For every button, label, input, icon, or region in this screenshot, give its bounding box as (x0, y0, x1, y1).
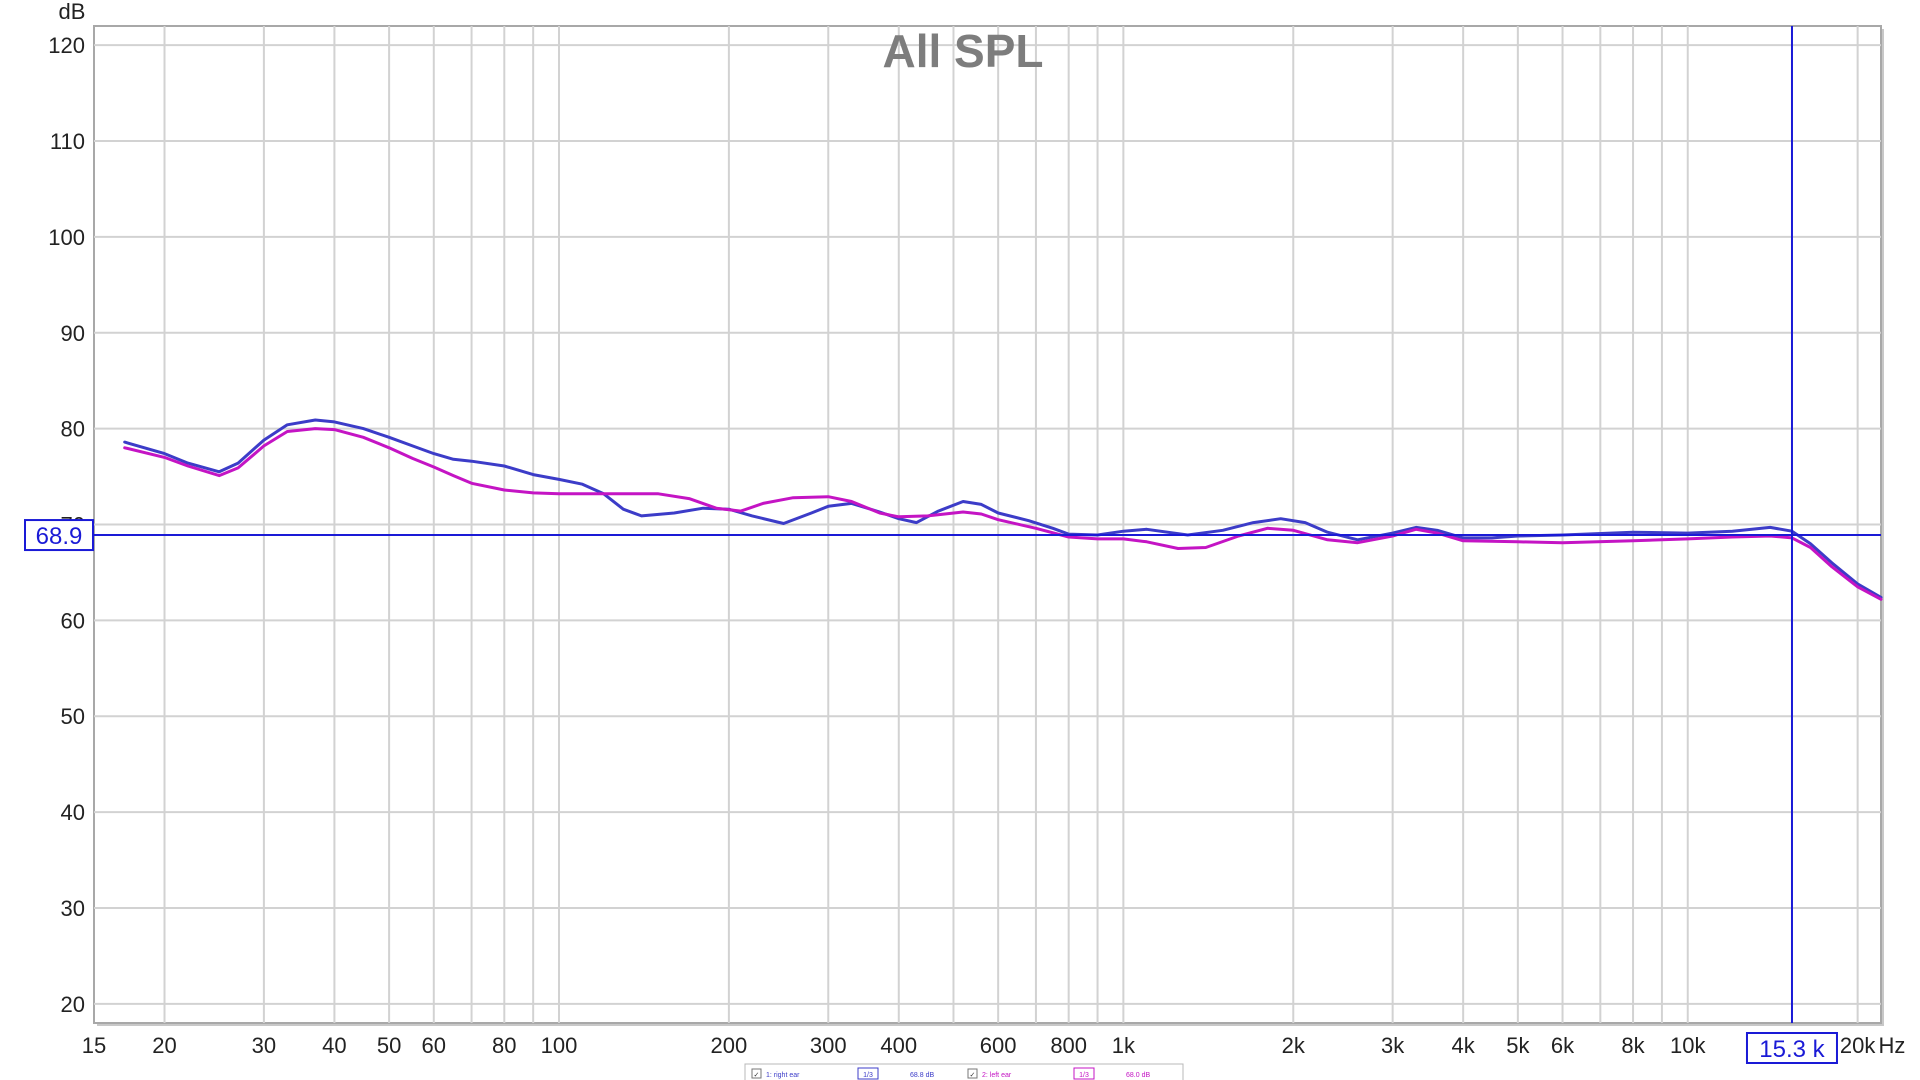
series-group (123, 418, 1883, 601)
check-icon: ✓ (754, 1072, 760, 1079)
x-tick-label: 3k (1381, 1033, 1405, 1058)
x-tick-label: 60 (422, 1033, 446, 1058)
x-tick-label: 300 (810, 1033, 847, 1058)
series-line-2 (123, 427, 1883, 601)
x-axis-unit: Hz (1879, 1033, 1906, 1058)
legend-smoothing-box[interactable] (1073, 1067, 1095, 1080)
x-tick-label: 20k (1840, 1033, 1876, 1058)
x-tick-label: 20 (152, 1033, 176, 1058)
legend-series-name: 1: right ear (766, 1072, 800, 1079)
check-icon: ✓ (970, 1072, 976, 1079)
y-tick-label: 20 (61, 992, 85, 1017)
legend-smoothing: 1/3 (863, 1072, 873, 1079)
y-tick-label: 120 (48, 33, 85, 58)
legend-smoothing: 1/3 (1079, 1072, 1089, 1079)
y-tick-label: 80 (61, 417, 85, 442)
x-tick-label: 80 (492, 1033, 516, 1058)
legend-checkbox[interactable] (751, 1068, 762, 1079)
y-tick-label: 100 (48, 225, 85, 250)
x-tick-label: 400 (880, 1033, 917, 1058)
axes: 2030405060708090100110120152030405060801… (48, 33, 1876, 1058)
x-tick-label: 6k (1551, 1033, 1575, 1058)
x-tick-label: 15 (82, 1033, 106, 1058)
y-tick-label: 50 (61, 704, 85, 729)
x-tick-label: 200 (711, 1033, 748, 1058)
x-tick-label: 8k (1621, 1033, 1645, 1058)
y-axis-unit: dB (59, 0, 86, 24)
y-tick-label: 110 (50, 129, 85, 154)
legend-entry-1[interactable]: ✓ 1: right ear 1/3 68.8 dB (751, 1067, 934, 1080)
cursor-y-box[interactable] (24, 519, 94, 552)
x-tick-label: 4k (1452, 1033, 1476, 1058)
y-tick-label: 90 (61, 321, 85, 346)
y-tick-label: 40 (61, 800, 85, 825)
legend-value: 68.8 dB (910, 1072, 934, 1079)
x-tick-label: 800 (1050, 1033, 1087, 1058)
x-tick-label: 1k (1112, 1033, 1136, 1058)
chart-title: All SPL (882, 25, 1043, 77)
x-tick-label: 100 (541, 1033, 578, 1058)
legend-entry-2[interactable]: ✓ 2: left ear 1/3 68.0 dB (967, 1067, 1150, 1080)
grid (94, 26, 1881, 1023)
x-tick-label: 50 (377, 1033, 401, 1058)
cursor-x-value: 15.3 k (1759, 1036, 1825, 1063)
cursor-y-value: 68.9 (36, 523, 83, 550)
cursor[interactable]: 68.9 15.3 k (24, 26, 1881, 1064)
legend-series-name: 2: left ear (982, 1072, 1012, 1079)
legend-smoothing-box[interactable] (857, 1067, 879, 1080)
x-tick-label: 40 (322, 1033, 346, 1058)
x-tick-label: 30 (252, 1033, 276, 1058)
x-tick-label: 2k (1282, 1033, 1306, 1058)
y-tick-label: 30 (61, 896, 85, 921)
legend-checkbox[interactable] (967, 1068, 978, 1079)
x-tick-label: 5k (1506, 1033, 1530, 1058)
legend: ✓ 1: right ear 1/3 68.8 dB ✓ 2: left ear 1/3 68… (744, 1063, 1184, 1080)
x-tick-label: 10k (1670, 1033, 1706, 1058)
cursor-x-box[interactable] (1745, 1032, 1838, 1064)
x-tick-label: 600 (980, 1033, 1017, 1058)
legend-box (744, 1063, 1184, 1080)
y-tick-label: 60 (61, 608, 85, 633)
legend-value: 68.0 dB (1126, 1072, 1150, 1079)
